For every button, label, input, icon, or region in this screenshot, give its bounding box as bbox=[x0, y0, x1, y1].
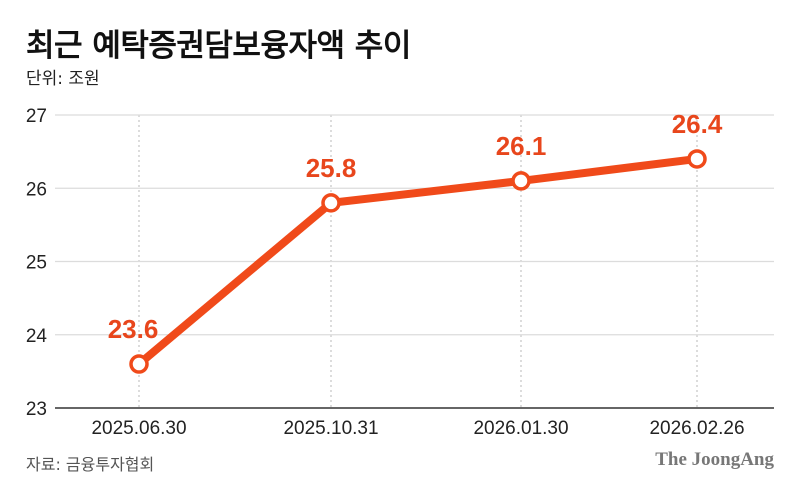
unit-label: 단위: 조원 bbox=[26, 69, 100, 89]
data-series bbox=[129, 149, 707, 374]
x-tick-label: 2026.01.30 bbox=[473, 418, 568, 439]
y-tick-label: 23 bbox=[26, 399, 47, 420]
y-tick-label: 24 bbox=[26, 326, 48, 347]
y-axis: 23 24 25 26 27 bbox=[26, 106, 48, 420]
x-tick-label: 2026.02.26 bbox=[649, 418, 744, 439]
brand-logo: The JoongAng bbox=[655, 449, 774, 470]
gridlines bbox=[55, 114, 774, 409]
data-label: 25.8 bbox=[306, 153, 357, 183]
data-point-marker bbox=[687, 149, 707, 169]
data-label: 26.4 bbox=[672, 109, 723, 139]
x-tick-label: 2025.10.31 bbox=[283, 418, 378, 439]
data-label: 23.6 bbox=[108, 314, 159, 344]
source-note: 자료: 금융투자협회 bbox=[26, 455, 155, 474]
y-tick-label: 25 bbox=[26, 253, 47, 274]
y-tick-label: 26 bbox=[26, 179, 47, 200]
data-point-marker bbox=[129, 354, 149, 374]
x-axis: 2025.06.30 2025.10.31 2026.01.30 2026.02.26 bbox=[91, 418, 744, 439]
data-point-marker bbox=[511, 171, 531, 191]
data-point-marker bbox=[321, 193, 341, 213]
x-tick-label: 2025.06.30 bbox=[91, 418, 186, 439]
y-tick-label: 27 bbox=[26, 106, 47, 127]
data-labels: 23.6 25.8 26.1 26.4 bbox=[108, 109, 723, 344]
chart-title: 최근 예탁증권담보융자액 추이 bbox=[26, 28, 411, 64]
series-line bbox=[135, 154, 701, 369]
data-label: 26.1 bbox=[496, 131, 547, 161]
